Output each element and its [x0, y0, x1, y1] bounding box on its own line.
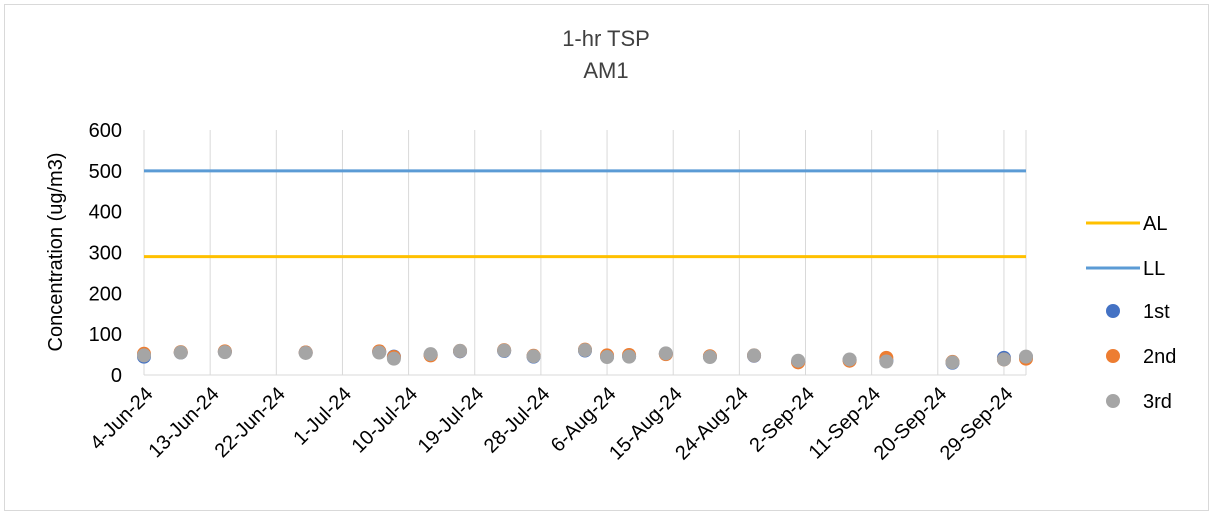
- y-tick-label: 100: [89, 324, 122, 346]
- point-3rd-3: [298, 345, 313, 360]
- x-tick-label: 1-Jul-24: [289, 383, 356, 450]
- legend: AL LL 1st 2nd 3rd: [1086, 213, 1176, 413]
- x-tick-label: 10-Jul-24: [348, 383, 423, 458]
- x-tick-label: 19-Jul-24: [414, 383, 489, 458]
- y-tick-label: 400: [89, 202, 122, 224]
- legend-label: AL: [1143, 213, 1167, 235]
- chart-subtitle: AM1: [583, 58, 628, 83]
- gridlines: [143, 130, 1027, 376]
- x-tick-label: 29-Sep-24: [936, 383, 1018, 465]
- legend-label: 3rd: [1143, 391, 1172, 413]
- point-3rd-5: [386, 351, 401, 366]
- x-tick-label: 13-Jun-24: [144, 383, 223, 462]
- point-3rd-11: [600, 350, 615, 365]
- point-3rd-14: [702, 350, 717, 365]
- y-tick-label: 600: [89, 120, 122, 142]
- x-tick-label: 24-Aug-24: [671, 383, 753, 465]
- chart-title: 1-hr TSP: [562, 26, 650, 51]
- data-points: [137, 342, 1033, 370]
- x-tick-label: 28-Jul-24: [480, 383, 555, 458]
- y-tick-label: 500: [89, 161, 122, 183]
- point-3rd-7: [453, 343, 468, 358]
- x-tick-label: 22-Jun-24: [211, 383, 290, 462]
- point-3rd-19: [945, 355, 960, 370]
- point-3rd-13: [658, 346, 673, 361]
- y-axis: 0 100 200 300 400 500 600: [89, 120, 122, 387]
- point-3rd-15: [747, 348, 762, 363]
- point-3rd-2: [217, 345, 232, 360]
- point-3rd-4: [372, 345, 387, 360]
- point-3rd-16: [791, 353, 806, 368]
- legend-marker-1st: [1106, 304, 1120, 318]
- point-3rd-8: [497, 343, 512, 358]
- y-axis-label: Concentration (ug/m3): [45, 153, 67, 352]
- legend-label: LL: [1143, 258, 1165, 280]
- y-tick-label: 300: [89, 243, 122, 265]
- legend-label: 1st: [1143, 301, 1170, 323]
- point-3rd-18: [879, 354, 894, 369]
- point-3rd-1: [173, 345, 188, 360]
- point-3rd-20: [996, 352, 1011, 367]
- point-3rd-0: [137, 348, 151, 363]
- point-3rd-12: [622, 349, 637, 364]
- legend-marker-3rd: [1106, 394, 1120, 408]
- y-tick-label: 200: [89, 283, 122, 305]
- point-3rd-9: [526, 349, 541, 364]
- legend-marker-2nd: [1106, 349, 1120, 363]
- y-tick-label: 0: [111, 365, 122, 387]
- point-3rd-17: [842, 352, 857, 367]
- point-3rd-6: [423, 347, 438, 362]
- legend-label: 2nd: [1143, 346, 1176, 368]
- point-3rd-21: [1019, 349, 1033, 364]
- reference-lines: [144, 169, 1026, 259]
- point-3rd-10: [578, 343, 592, 358]
